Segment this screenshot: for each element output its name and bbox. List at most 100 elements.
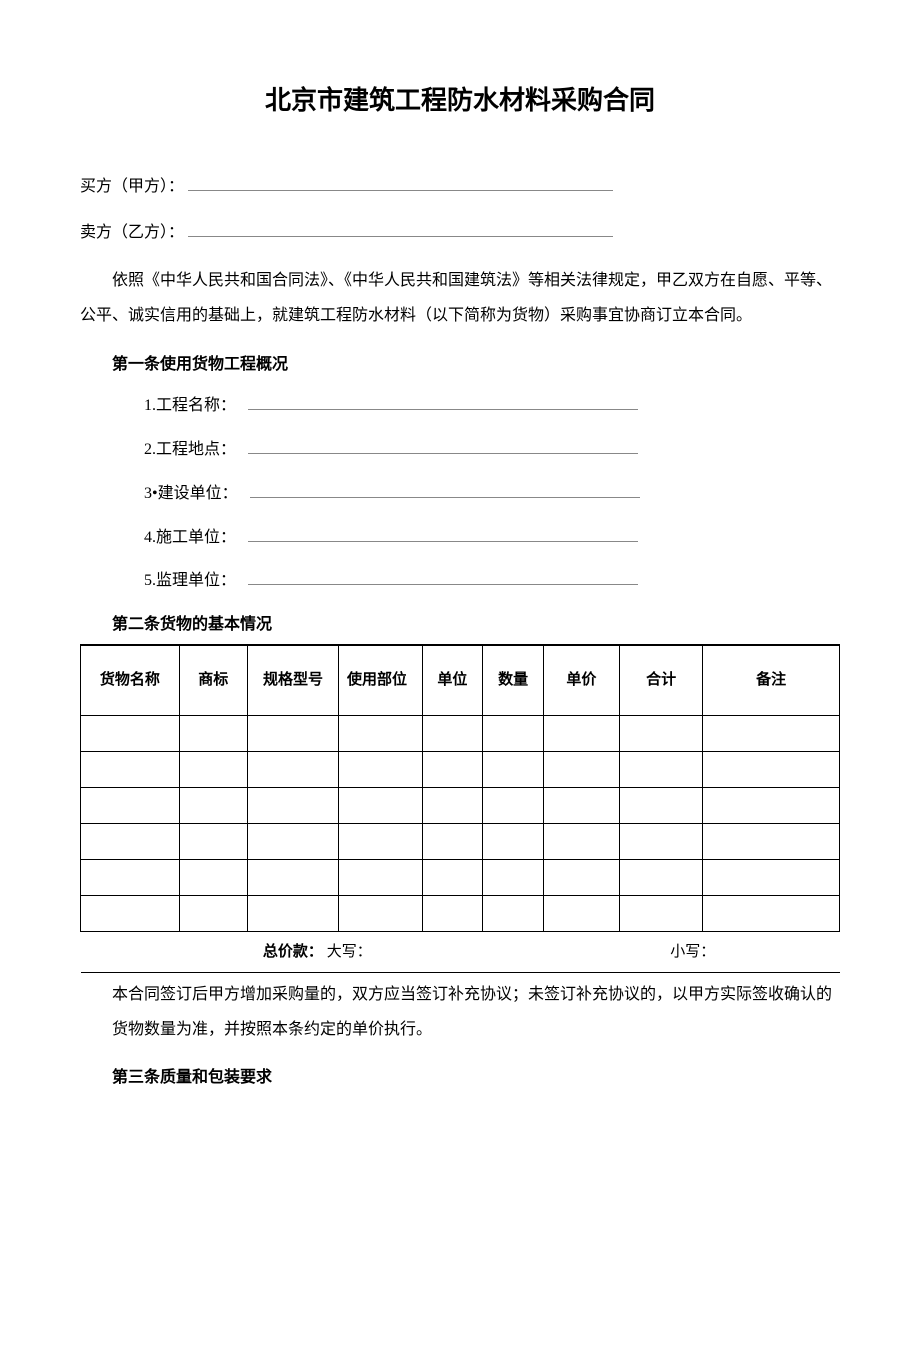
table-cell xyxy=(247,895,338,931)
table-cell xyxy=(543,787,619,823)
th-unit: 单位 xyxy=(422,645,483,715)
th-trademark: 商标 xyxy=(179,645,247,715)
table-cell xyxy=(483,715,544,751)
th-use-part: 使用部位 xyxy=(339,645,422,715)
total-label: 总价款： xyxy=(263,944,323,960)
table-row xyxy=(81,715,840,751)
buyer-blank xyxy=(188,172,613,191)
field-supervisor-unit: 5.监理单位： xyxy=(80,566,840,594)
table-cell xyxy=(619,859,702,895)
section1-heading: 第一条使用货物工程概况 xyxy=(80,352,840,378)
field-blank xyxy=(250,479,640,498)
table-cell xyxy=(483,895,544,931)
table-cell xyxy=(339,895,422,931)
table-cell xyxy=(543,715,619,751)
field-builder-unit: 4.施工单位： xyxy=(80,522,840,550)
table-row xyxy=(81,751,840,787)
field-blank xyxy=(248,522,638,541)
table-cell xyxy=(179,751,247,787)
field-label: 1.工程名称： xyxy=(80,393,236,419)
table-cell xyxy=(179,895,247,931)
table-row xyxy=(81,895,840,931)
table-cell xyxy=(247,751,338,787)
field-label: 5.监理单位： xyxy=(80,568,236,594)
seller-label: 卖方（乙方）： xyxy=(80,220,184,246)
table-cell xyxy=(703,787,840,823)
table-cell xyxy=(619,787,702,823)
table-cell xyxy=(339,751,422,787)
table-cell xyxy=(543,859,619,895)
table-cell xyxy=(81,751,180,787)
table-cell xyxy=(483,751,544,787)
th-quantity: 数量 xyxy=(483,645,544,715)
table-cell xyxy=(422,751,483,787)
th-unit-price: 单价 xyxy=(543,645,619,715)
table-cell xyxy=(422,823,483,859)
field-blank xyxy=(248,391,638,410)
table-cell xyxy=(483,787,544,823)
table-cell xyxy=(543,895,619,931)
buyer-line: 买方（甲方）： xyxy=(80,172,840,200)
table-cell xyxy=(619,823,702,859)
table-cell xyxy=(543,823,619,859)
table-cell xyxy=(422,715,483,751)
table-cell xyxy=(81,859,180,895)
section2-note: 本合同签订后甲方增加采购量的，双方应当签订补充协议；未签订补充协议的，以甲方实际… xyxy=(80,977,840,1047)
table-cell xyxy=(422,859,483,895)
table-row xyxy=(81,859,840,895)
table-cell xyxy=(483,823,544,859)
field-label: 4.施工单位： xyxy=(80,525,236,551)
field-blank xyxy=(248,435,638,454)
table-cell xyxy=(81,823,180,859)
table-header-row: 货物名称 商标 规格型号 使用部位 单位 数量 单价 合计 备注 xyxy=(81,645,840,715)
table-cell xyxy=(619,715,702,751)
table-cell xyxy=(339,787,422,823)
table-cell xyxy=(703,895,840,931)
intro-paragraph: 依照《中华人民共和国合同法》、《中华人民共和国建筑法》等相关法律规定，甲乙双方在… xyxy=(80,263,840,333)
table-cell xyxy=(339,715,422,751)
table-row xyxy=(81,823,840,859)
document-title: 北京市建筑工程防水材料采购合同 xyxy=(80,80,840,122)
seller-blank xyxy=(188,217,613,236)
table-cell xyxy=(543,751,619,787)
table-cell xyxy=(81,787,180,823)
th-total: 合计 xyxy=(619,645,702,715)
total-lower: 小写： xyxy=(670,944,715,960)
table-cell xyxy=(247,859,338,895)
field-label: 2.工程地点： xyxy=(80,437,236,463)
th-goods-name: 货物名称 xyxy=(81,645,180,715)
table-row xyxy=(81,787,840,823)
table-cell xyxy=(179,859,247,895)
table-cell xyxy=(81,715,180,751)
table-cell xyxy=(179,823,247,859)
buyer-label: 买方（甲方）： xyxy=(80,174,184,200)
field-label: 3•建设单位： xyxy=(80,481,238,507)
table-cell xyxy=(247,823,338,859)
table-cell xyxy=(339,859,422,895)
total-upper: 大写： xyxy=(327,944,372,960)
table-cell xyxy=(81,895,180,931)
table-cell xyxy=(619,751,702,787)
field-blank xyxy=(248,566,638,585)
table-cell xyxy=(422,787,483,823)
th-remark: 备注 xyxy=(703,645,840,715)
section2-heading: 第二条货物的基本情况 xyxy=(80,612,840,645)
table-cell xyxy=(619,895,702,931)
table-cell xyxy=(703,823,840,859)
field-construction-unit: 3•建设单位： xyxy=(80,479,840,507)
goods-table: 货物名称 商标 规格型号 使用部位 单位 数量 单价 合计 备注 总价款： 大写… xyxy=(80,645,840,973)
table-cell xyxy=(703,715,840,751)
table-cell xyxy=(179,787,247,823)
th-spec: 规格型号 xyxy=(247,645,338,715)
table-cell xyxy=(339,823,422,859)
table-cell xyxy=(247,787,338,823)
table-cell xyxy=(483,859,544,895)
table-cell xyxy=(179,715,247,751)
total-row: 总价款： 大写： 小写： xyxy=(81,931,840,972)
table-cell xyxy=(422,895,483,931)
field-project-name: 1.工程名称： xyxy=(80,391,840,419)
table-cell xyxy=(247,715,338,751)
table-cell xyxy=(703,859,840,895)
field-project-location: 2.工程地点： xyxy=(80,435,840,463)
section3-heading: 第三条质量和包装要求 xyxy=(80,1065,840,1091)
